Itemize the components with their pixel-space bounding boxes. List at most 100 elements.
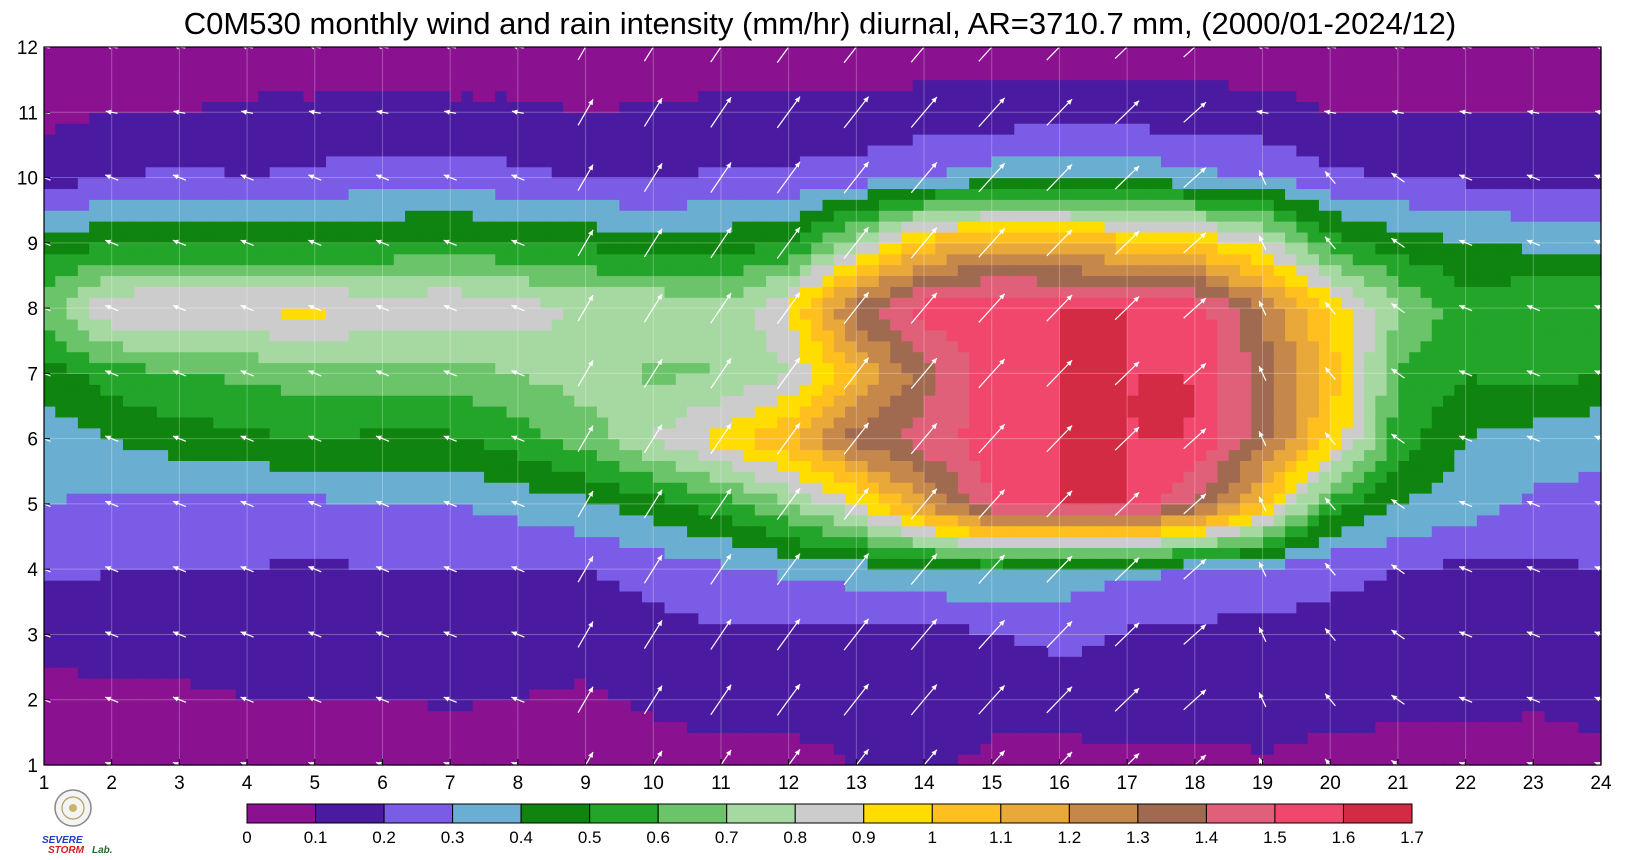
heatmap-cell: [303, 416, 316, 429]
heatmap-cell: [788, 427, 801, 440]
heatmap-cell: [416, 308, 429, 320]
heatmap-cell: [867, 623, 880, 636]
heatmap-cell: [134, 210, 147, 222]
heatmap-cell: [799, 656, 812, 668]
heatmap-cell: [608, 438, 621, 451]
heatmap-cell: [156, 188, 169, 200]
heatmap-cell: [359, 297, 372, 309]
heatmap-cell: [732, 558, 745, 570]
heatmap-cell: [709, 308, 722, 320]
heatmap-cell: [337, 732, 350, 744]
heatmap-cell: [845, 210, 857, 222]
heatmap-cell: [585, 166, 598, 179]
heatmap-cell: [450, 318, 463, 331]
heatmap-cell: [619, 656, 632, 668]
heatmap-cell: [878, 406, 891, 418]
heatmap-cell: [179, 514, 192, 527]
heatmap-cell: [201, 144, 214, 157]
heatmap-cell: [596, 721, 609, 733]
heatmap-cell: [337, 460, 350, 472]
heatmap-cell: [698, 710, 711, 723]
heatmap-cell: [720, 188, 733, 200]
heatmap-cell: [495, 438, 508, 451]
heatmap-cell: [359, 275, 372, 287]
heatmap-cell: [563, 123, 575, 135]
heatmap-cell: [405, 406, 417, 418]
heatmap-cell: [833, 123, 846, 135]
heatmap-cell: [348, 264, 361, 277]
heatmap-cell: [766, 144, 778, 157]
heatmap-cell: [754, 68, 767, 81]
heatmap-cell: [235, 134, 248, 146]
heatmap-cell: [337, 210, 350, 222]
heatmap-cell: [303, 449, 316, 461]
heatmap-cell: [145, 351, 158, 364]
heatmap-cell: [179, 362, 192, 374]
heatmap-cell: [247, 395, 259, 407]
heatmap-cell: [337, 351, 350, 364]
heatmap-cell: [495, 634, 508, 646]
heatmap-cell: [709, 286, 722, 298]
heatmap-cell: [77, 514, 90, 527]
heatmap-cell: [179, 79, 192, 92]
heatmap-cell: [766, 188, 778, 200]
heatmap-cell: [134, 612, 147, 625]
heatmap-cell: [461, 329, 474, 342]
heatmap-cell: [235, 308, 248, 320]
heatmap-cell: [77, 286, 90, 298]
heatmap-cell: [698, 634, 711, 646]
heatmap-cell: [416, 536, 429, 549]
heatmap-cell: [867, 688, 880, 701]
heatmap-cell: [856, 656, 869, 668]
heatmap-cell: [89, 754, 102, 766]
heatmap-cell: [348, 242, 361, 255]
heatmap-cell: [359, 112, 372, 124]
heatmap-cell: [393, 221, 406, 233]
heatmap-cell: [664, 112, 677, 124]
heatmap-cell: [540, 286, 553, 298]
heatmap-cell: [427, 558, 440, 570]
heatmap-cell: [777, 155, 790, 168]
heatmap-cell: [122, 90, 135, 102]
heatmap-cell: [675, 525, 688, 538]
heatmap-cell: [664, 449, 677, 461]
heatmap-cell: [720, 123, 733, 135]
heatmap-cell: [675, 68, 688, 81]
heatmap-cell: [585, 210, 598, 222]
heatmap-cell: [111, 144, 124, 157]
heatmap-cell: [292, 155, 305, 168]
heatmap-cell: [675, 57, 688, 70]
heatmap-cell: [168, 536, 180, 549]
heatmap-cell: [777, 231, 790, 244]
heatmap-cell: [517, 601, 530, 614]
heatmap-cell: [687, 101, 699, 113]
heatmap-cell: [788, 275, 801, 287]
heatmap-cell: [878, 340, 891, 353]
heatmap-cell: [822, 460, 835, 472]
heatmap-cell: [235, 373, 248, 385]
heatmap-cell: [641, 47, 654, 59]
heatmap-cell: [630, 721, 643, 733]
heatmap-cell: [845, 656, 857, 668]
heatmap-cell: [777, 134, 790, 146]
heatmap-cell: [529, 373, 542, 385]
heatmap-cell: [450, 580, 463, 592]
heatmap-cell: [822, 590, 835, 603]
heatmap-cell: [77, 406, 90, 418]
heatmap-cell: [495, 188, 508, 200]
heatmap-cell: [619, 362, 632, 374]
heatmap-cell: [393, 57, 406, 70]
heatmap-cell: [867, 547, 880, 559]
heatmap-cell: [833, 221, 846, 233]
heatmap-cell: [280, 460, 293, 472]
heatmap-cell: [788, 677, 801, 690]
heatmap-cell: [337, 362, 350, 374]
heatmap-cell: [168, 166, 180, 179]
heatmap-cell: [89, 210, 102, 222]
heatmap-cell: [890, 667, 903, 679]
heatmap-cell: [314, 112, 327, 124]
heatmap-cell: [596, 547, 609, 559]
heatmap-cell: [292, 308, 305, 320]
heatmap-cell: [258, 264, 271, 277]
heatmap-cell: [359, 438, 372, 451]
